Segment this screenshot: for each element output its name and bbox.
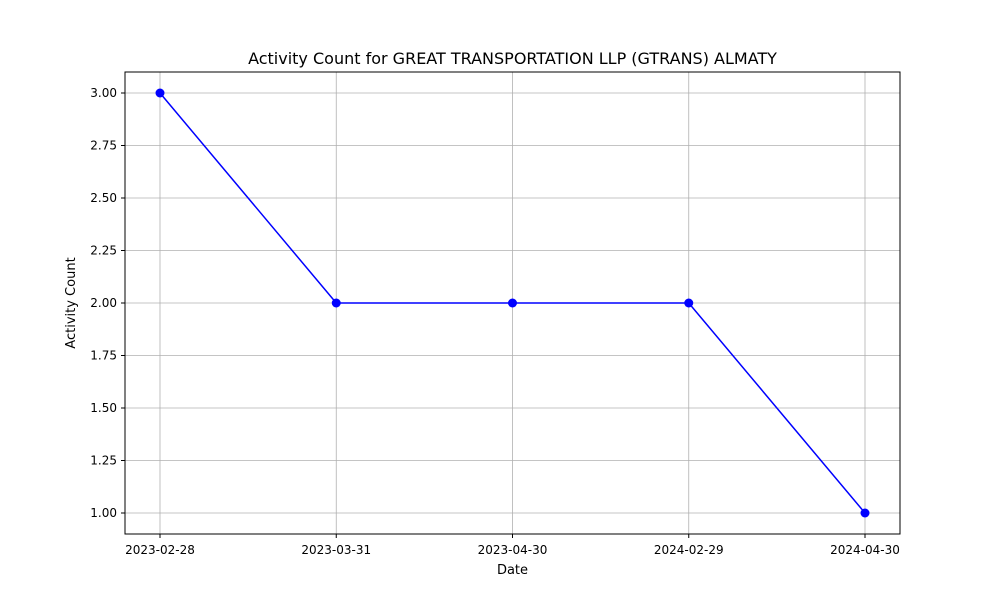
data-point bbox=[508, 298, 517, 308]
data-point bbox=[860, 508, 870, 518]
y-tick-label: 1.25 bbox=[90, 454, 117, 468]
data-point bbox=[155, 88, 165, 98]
y-axis: 1.00 1.25 1.50 1.75 2.00 2.25 2.50 2.75 3.00 bbox=[90, 86, 125, 520]
series-layer bbox=[155, 88, 870, 518]
x-tick-label: 2024-04-30 bbox=[830, 543, 900, 557]
y-tick-label: 2.25 bbox=[90, 244, 117, 258]
x-axis-label: Date bbox=[497, 563, 528, 578]
y-tick-label: 2.00 bbox=[90, 296, 117, 310]
y-tick-label: 2.75 bbox=[90, 139, 117, 153]
chart-title: Activity Count for GREAT TRANSPORTATION … bbox=[248, 49, 777, 68]
data-point bbox=[684, 298, 694, 308]
x-tick-label: 2023-02-28 bbox=[125, 543, 195, 557]
x-tick-label: 2024-02-29 bbox=[654, 543, 724, 557]
y-tick-label: 1.50 bbox=[90, 401, 117, 415]
y-tick-label: 3.00 bbox=[90, 86, 117, 100]
x-tick-label: 2023-03-31 bbox=[301, 543, 371, 557]
y-tick-label: 1.00 bbox=[90, 506, 117, 520]
x-tick-label: 2023-04-30 bbox=[478, 543, 548, 557]
y-tick-label: 1.75 bbox=[90, 349, 117, 363]
x-axis: 2023-02-28 2023-03-31 2023-04-30 2024-02-29… bbox=[125, 534, 900, 557]
data-point bbox=[331, 298, 341, 308]
y-tick-label: 2.50 bbox=[90, 191, 117, 205]
y-axis-label: Activity Count bbox=[64, 257, 79, 348]
